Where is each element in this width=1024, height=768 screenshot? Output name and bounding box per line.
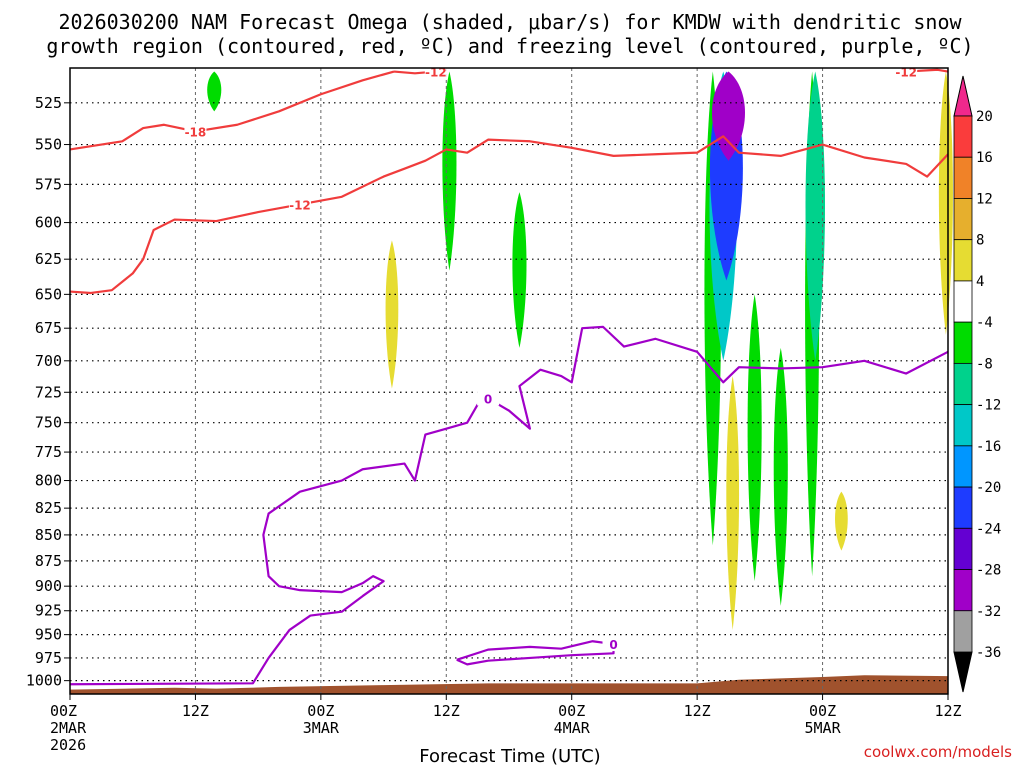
- y-tick-label-800: 800: [35, 472, 62, 490]
- colorbar-swatch-7: [953, 404, 973, 447]
- contour-label-5: 0: [609, 638, 617, 652]
- colorbar-swatch-5: [953, 321, 973, 364]
- y-tick-label-675: 675: [35, 319, 62, 337]
- contour-label-bg-1: [288, 196, 311, 212]
- omega-shade-8: [726, 376, 740, 630]
- x-tick-label-6-0: 00Z: [809, 702, 836, 720]
- contour-line-1: [69, 135, 949, 295]
- y-tick-label-550: 550: [35, 136, 62, 154]
- colorbar-swatch-0: [953, 115, 973, 158]
- contour-label-4: 0: [484, 392, 492, 406]
- y-tick-label-600: 600: [35, 214, 62, 232]
- y-tick-label-975: 975: [35, 649, 62, 667]
- contour-label-0: -18: [185, 125, 207, 139]
- terrain-surface: [70, 675, 948, 694]
- watermark-text: coolwx.com/models: [864, 743, 1012, 761]
- colorbar-label-11: -28: [976, 563, 1001, 579]
- x-axis-label: Forecast Time (UTC): [419, 746, 600, 767]
- plot-area: -18 -12 -12 -12 0 0 525 550 575 600 625 650 675 700 72…: [26, 63, 962, 754]
- colorbar-label-10: -24: [976, 521, 1001, 537]
- contour-label-2: -12: [425, 66, 447, 80]
- colorbar-label-4: 4: [976, 274, 984, 290]
- x-tick-label-1-0: 12Z: [182, 702, 209, 720]
- contour-label-1: -12: [289, 198, 311, 212]
- omega-shade-14: [938, 71, 953, 335]
- colorbar-swatch-4: [953, 280, 973, 323]
- x-tick-label-0-2: 2026: [50, 736, 86, 754]
- y-tick-label-750: 750: [35, 414, 62, 432]
- omega-shade-10: [773, 347, 788, 606]
- colorbar-label-13: -36: [976, 645, 1001, 661]
- x-tick-label-2-1: 3MAR: [303, 719, 340, 737]
- contour-label-3: -12: [895, 66, 917, 80]
- x-tick-label-0-1: 2MAR: [50, 719, 87, 737]
- y-tick-label-625: 625: [35, 250, 62, 268]
- colorbar-label-5: -4: [976, 315, 993, 331]
- chart-title-line-1: 2026030200 NAM Forecast Omega (shaded, μ…: [58, 10, 962, 34]
- colorbar-swatch-10: [953, 527, 973, 570]
- omega-shade-12: [805, 71, 826, 361]
- colorbar-under-triangle: [953, 651, 973, 693]
- omega-shade-1: [385, 240, 399, 389]
- colorbar-label-0: 20: [976, 109, 993, 125]
- colorbar-swatch-8: [953, 445, 973, 488]
- colorbar-swatch-2: [953, 198, 973, 241]
- chart-title-line-2: growth region (contoured, red, ºC) and f…: [46, 34, 973, 58]
- colorbar-swatch-12: [953, 610, 973, 653]
- colorbar: 20 16 12 8 4 -4 -8 -12 -16 -20 -24 -28 -32 -36: [953, 75, 1001, 693]
- y-tick-label-850: 850: [35, 526, 62, 544]
- x-tick-label-7-0: 12Z: [934, 702, 961, 720]
- colorbar-label-7: -12: [976, 398, 1001, 414]
- omega-shade-9: [747, 294, 762, 582]
- contour-label-bg-5: [602, 636, 625, 652]
- colorbar-swatch-3: [953, 239, 973, 282]
- y-tick-label-650: 650: [35, 285, 62, 303]
- colorbar-label-9: -20: [976, 480, 1001, 496]
- colorbar-swatch-6: [953, 362, 973, 406]
- colorbar-swatch-9: [953, 486, 973, 529]
- y-tick-label-575: 575: [35, 175, 62, 193]
- y-tick-label-825: 825: [35, 499, 62, 517]
- x-tick-label-3-0: 12Z: [433, 702, 460, 720]
- colorbar-label-8: -16: [976, 439, 1001, 455]
- x-tick-label-4-1: 4MAR: [554, 719, 591, 737]
- plot-frame: [69, 67, 949, 695]
- x-tick-label-2-0: 00Z: [307, 702, 334, 720]
- colorbar-label-2: 12: [976, 191, 993, 207]
- contour-line-4: [69, 325, 949, 686]
- y-tick-label-775: 775: [35, 443, 62, 461]
- colorbar-label-3: 8: [976, 233, 984, 249]
- y-tick-label-725: 725: [35, 383, 62, 401]
- y-tick-label-1000: 1000: [26, 672, 62, 690]
- colorbar-over-triangle: [953, 75, 973, 117]
- omega-shade-13: [835, 491, 848, 551]
- contour-label-bg-4: [477, 390, 500, 406]
- x-tick-label-6-1: 5MAR: [805, 719, 842, 737]
- y-tick-label-950: 950: [35, 626, 62, 644]
- contour-label-bg-0: [184, 123, 207, 139]
- y-tick-label-925: 925: [35, 602, 62, 620]
- y-tick-label-875: 875: [35, 552, 62, 570]
- omega-shade-0: [207, 71, 222, 112]
- colorbar-label-12: -32: [976, 604, 1001, 620]
- x-tick-label-4-0: 00Z: [558, 702, 585, 720]
- y-tick-label-700: 700: [35, 352, 62, 370]
- x-tick-label-5-0: 12Z: [684, 702, 711, 720]
- x-tick-label-0-0: 00Z: [50, 702, 77, 720]
- omega-shade-3: [512, 192, 527, 348]
- colorbar-label-1: 16: [976, 150, 993, 166]
- y-tick-label-900: 900: [35, 577, 62, 595]
- colorbar-swatch-1: [953, 156, 973, 199]
- colorbar-label-6: -8: [976, 356, 993, 372]
- colorbar-swatch-11: [953, 569, 973, 612]
- y-tick-label-525: 525: [35, 94, 62, 112]
- plot-background: [70, 68, 948, 694]
